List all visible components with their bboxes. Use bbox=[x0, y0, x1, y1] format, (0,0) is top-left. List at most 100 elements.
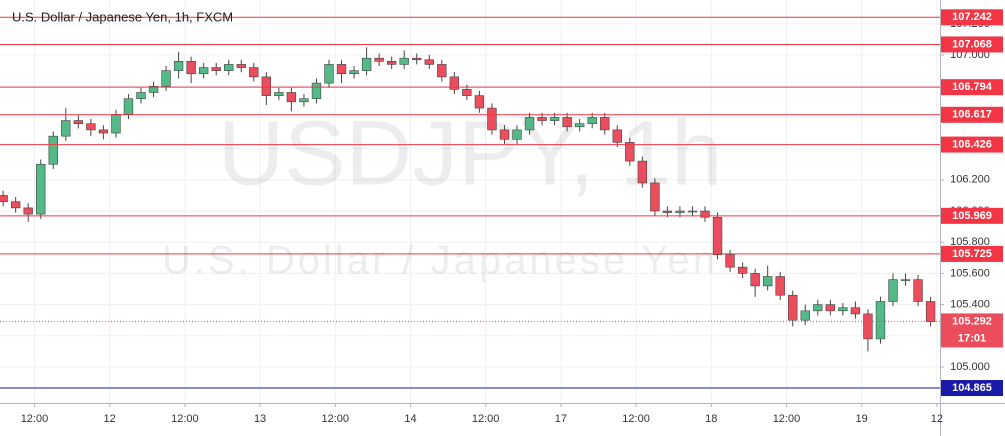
candle-body bbox=[900, 279, 911, 281]
candle-body bbox=[386, 60, 397, 65]
candle-body bbox=[48, 135, 58, 165]
candle-body bbox=[148, 85, 159, 93]
candle-body bbox=[863, 313, 873, 340]
x-tick-label: 12:00 bbox=[472, 413, 500, 425]
candle-body bbox=[600, 117, 610, 131]
axis: 105.000105.200105.400105.600105.800106.0… bbox=[21, 9, 1003, 425]
candle-body bbox=[211, 67, 221, 71]
candle-body bbox=[462, 89, 472, 96]
y-tick-label: 106.200 bbox=[950, 174, 990, 186]
x-tick-label: 14 bbox=[404, 413, 416, 425]
candle-body bbox=[499, 129, 510, 140]
chart-title: U.S. Dollar / Japanese Yen, 1h, FXCM bbox=[12, 9, 233, 24]
candle-body bbox=[361, 57, 372, 71]
candle-body bbox=[474, 95, 485, 109]
candle-body bbox=[700, 210, 710, 218]
level-label-box bbox=[941, 380, 1003, 397]
level-label-box bbox=[941, 207, 1003, 224]
level-label: 104.865 bbox=[952, 382, 992, 394]
candle-body bbox=[424, 59, 434, 65]
candle-body bbox=[725, 254, 735, 268]
candle-body bbox=[437, 64, 447, 78]
candle-body bbox=[249, 67, 259, 78]
candle-body bbox=[487, 107, 497, 131]
grid bbox=[0, 0, 940, 403]
candle-body bbox=[813, 304, 823, 312]
candle-body bbox=[73, 120, 84, 124]
x-tick-label: 12:00 bbox=[773, 413, 801, 425]
y-tick-label: 105.600 bbox=[950, 267, 990, 279]
candle-body bbox=[737, 266, 748, 274]
y-tick-label: 105.800 bbox=[950, 236, 990, 248]
candle-body bbox=[61, 120, 71, 137]
candle-body bbox=[925, 301, 936, 323]
candle-body bbox=[788, 294, 798, 321]
x-tick-label: 12 bbox=[104, 413, 116, 425]
candle-body bbox=[236, 64, 246, 68]
candle-body bbox=[574, 123, 585, 128]
level-label-box bbox=[941, 245, 1003, 262]
candle-body bbox=[324, 64, 334, 84]
candle-body bbox=[0, 195, 8, 202]
level-label: 105.969 bbox=[952, 210, 992, 222]
watermark-symbol: USDJPY, 1h bbox=[218, 102, 723, 204]
x-tick-label: 18 bbox=[705, 413, 717, 425]
candle-body bbox=[98, 129, 109, 134]
candle-body bbox=[888, 279, 898, 302]
candle-body bbox=[750, 273, 760, 287]
candle-body bbox=[336, 64, 347, 75]
level-label-box bbox=[941, 136, 1003, 153]
x-tick-label: 12:00 bbox=[171, 413, 199, 425]
candle-body bbox=[136, 92, 146, 100]
candle-body bbox=[587, 117, 597, 124]
candle-body bbox=[274, 92, 284, 96]
level-label-box bbox=[941, 79, 1003, 96]
level-label: 107.068 bbox=[952, 38, 992, 50]
candle-body bbox=[261, 76, 272, 96]
level-label-box bbox=[941, 106, 1003, 123]
candle-body bbox=[650, 182, 660, 212]
candle-body bbox=[123, 98, 134, 115]
y-tick-label: 105.400 bbox=[950, 298, 990, 310]
level-label: 106.426 bbox=[952, 138, 992, 150]
current-price-label: 105.292 bbox=[952, 315, 992, 327]
candle-body bbox=[562, 117, 572, 128]
candle-body bbox=[311, 82, 322, 100]
x-tick-label: 12:00 bbox=[622, 413, 650, 425]
candle-body bbox=[762, 276, 773, 287]
x-tick-label: 19 bbox=[856, 413, 868, 425]
candle-body bbox=[825, 304, 836, 312]
candle-body bbox=[524, 117, 535, 131]
candle-body bbox=[775, 276, 785, 296]
candle-body bbox=[23, 207, 33, 215]
candle-body bbox=[537, 117, 547, 121]
y-tick-label: 105.000 bbox=[950, 361, 990, 373]
candle-body bbox=[224, 64, 234, 71]
candle-body bbox=[412, 57, 422, 61]
candle-body bbox=[675, 210, 685, 213]
candle-body bbox=[838, 307, 848, 312]
countdown-label: 17:01 bbox=[958, 332, 986, 344]
candle-body bbox=[374, 57, 384, 62]
candle-body bbox=[913, 279, 923, 302]
candle-body bbox=[349, 70, 359, 75]
candle-body bbox=[36, 163, 46, 215]
candle-body bbox=[173, 60, 184, 71]
candle-body bbox=[299, 98, 309, 103]
candle-body bbox=[712, 216, 723, 255]
level-label: 105.725 bbox=[952, 248, 992, 260]
level-label: 106.617 bbox=[952, 109, 992, 121]
level-label: 106.794 bbox=[952, 81, 993, 93]
candle-body bbox=[662, 210, 673, 213]
current-price-box bbox=[941, 313, 1003, 348]
candle-body bbox=[800, 310, 810, 321]
candle-body bbox=[449, 76, 460, 90]
candle-body bbox=[512, 129, 522, 140]
candle-body bbox=[286, 92, 297, 103]
candle-body bbox=[186, 60, 196, 75]
candle-body bbox=[86, 123, 96, 131]
level-label: 107.242 bbox=[952, 11, 992, 23]
watermark-name: U.S. Dollar / Japanese Yen bbox=[162, 239, 718, 283]
